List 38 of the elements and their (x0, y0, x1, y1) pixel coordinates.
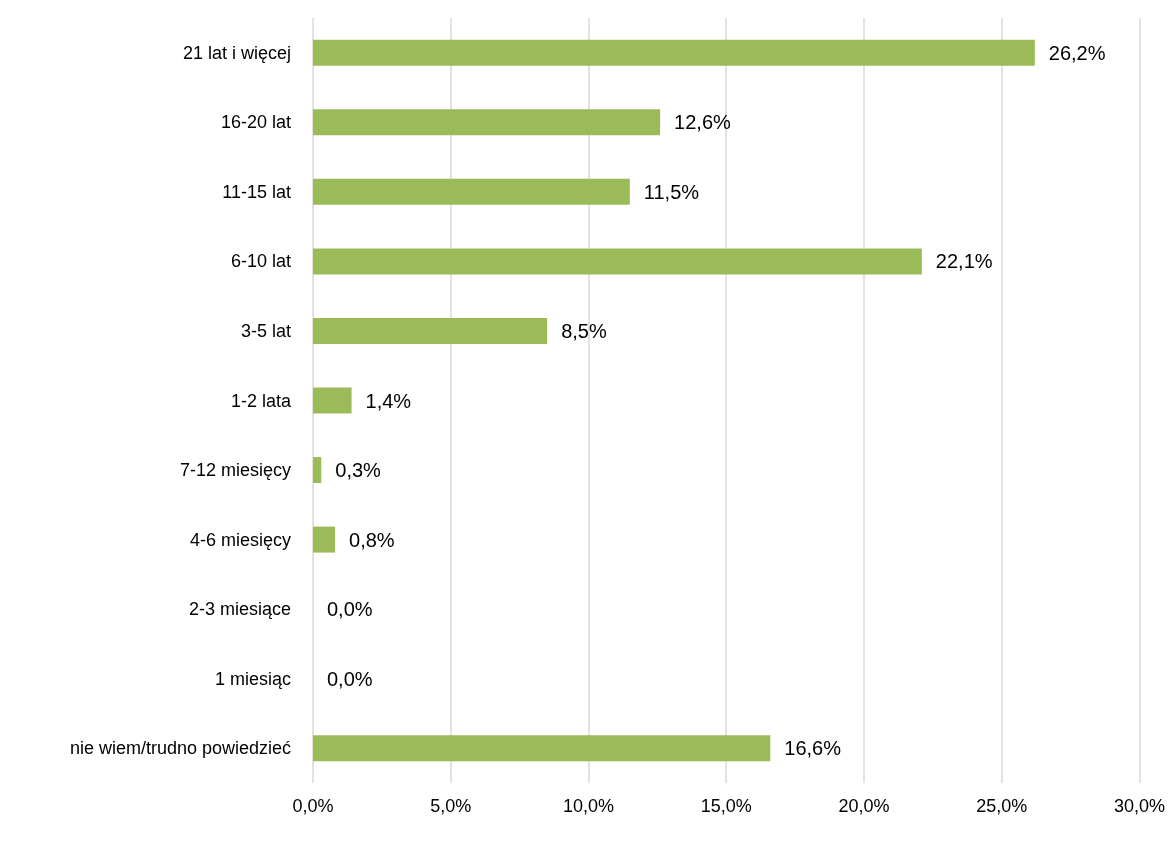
bar (313, 39, 1035, 66)
bar (313, 248, 922, 275)
bar (313, 109, 661, 136)
y-tick-label: 6-10 lat (230, 251, 291, 272)
data-label: 8,5% (561, 319, 607, 342)
y-tick-label: 2-3 miesiące (188, 599, 291, 620)
y-tick-label: 1-2 lata (230, 390, 292, 411)
x-tick-label: 25,0% (976, 796, 1028, 816)
y-tick-label: 1 miesiąc (214, 668, 291, 689)
data-label: 1,4% (365, 389, 412, 412)
y-tick-label: 7-12 miesięcy (179, 460, 291, 481)
bar (313, 317, 548, 344)
y-tick-label: 11-15 lat (222, 181, 291, 202)
bar (313, 178, 630, 205)
x-tick-label: 10,0% (562, 796, 615, 816)
x-tick-label: 15,0% (700, 796, 752, 816)
bar (313, 457, 322, 484)
y-tick-label: 4-6 miesięcy (189, 529, 291, 550)
bar (313, 387, 352, 414)
x-tick-label: 5,0% (430, 796, 472, 816)
data-label: 0,0% (327, 667, 373, 690)
y-tick-label: nie wiem/trudno powiedzieć (69, 738, 291, 759)
data-label: 0,0% (327, 598, 373, 621)
data-label: 0,8% (349, 528, 395, 551)
data-label: 26,2% (1048, 41, 1106, 64)
y-tick-label: 3-5 lat (240, 320, 291, 341)
x-tick-label: 30,0% (1113, 796, 1165, 816)
y-tick-label: 21 lat i więcej (182, 42, 291, 63)
x-tick-label: 0,0% (292, 796, 334, 816)
data-label: 12,6% (674, 111, 732, 134)
bar (313, 735, 771, 762)
data-label: 0,3% (335, 459, 382, 482)
y-tick-label: 16-20 lat (220, 112, 291, 133)
bar (313, 526, 336, 553)
data-label: 22,1% (935, 250, 993, 273)
x-tick-label: 20,0% (838, 796, 890, 816)
data-label: 16,6% (784, 737, 842, 760)
data-label: 11,5% (643, 180, 700, 203)
